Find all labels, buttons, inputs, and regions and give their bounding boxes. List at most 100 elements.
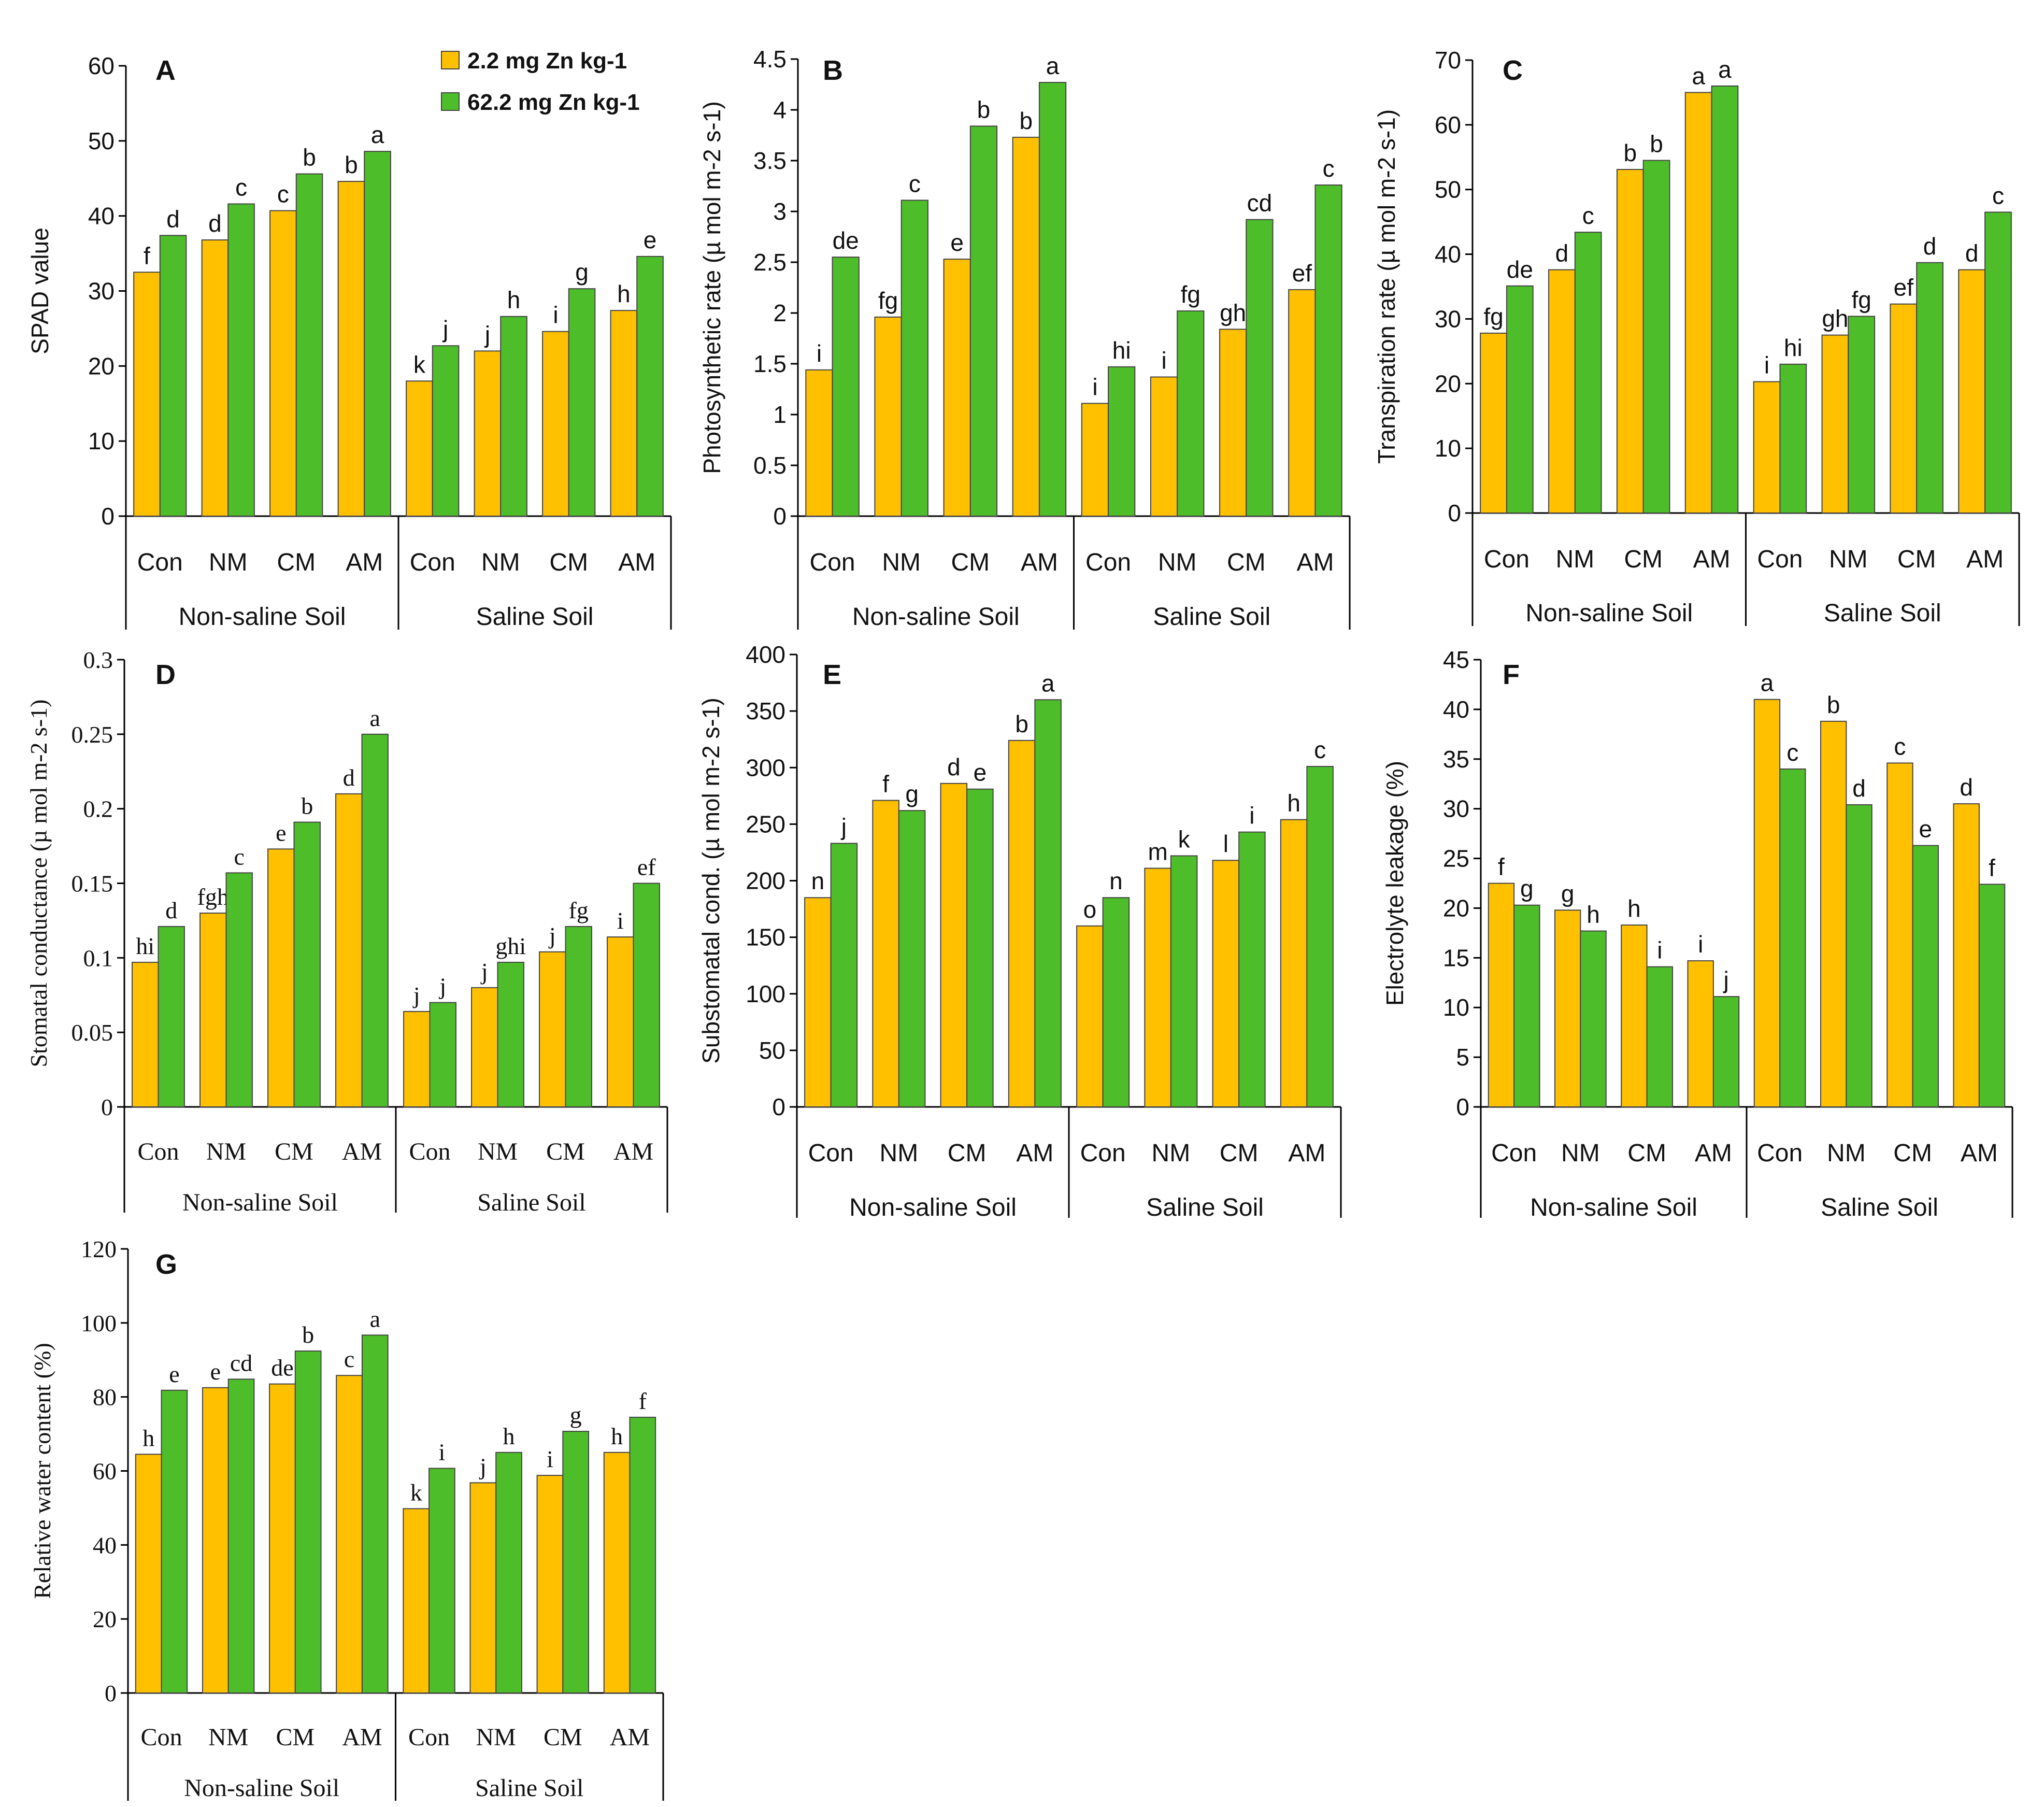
- panel-g-y-tick-label: 80: [93, 1384, 117, 1411]
- panel-a-category-label: NM: [209, 549, 248, 576]
- panel-e-sig-letter: d: [947, 753, 961, 780]
- panel-b-bar-low-zn: [1150, 376, 1178, 517]
- panel-f-category-label: AM: [1961, 1140, 1998, 1167]
- panel-g-y-tick-label: 100: [81, 1310, 117, 1336]
- panel-b-y-tick-label: 4.5: [753, 46, 787, 73]
- panel-d-category-label: NM: [478, 1138, 518, 1165]
- legend-label-high-zn: 62.2 mg Zn kg-1: [467, 90, 640, 115]
- panel-f-bar-high-zn: [1912, 845, 1939, 1107]
- panel-d-bar-low-zn: [132, 961, 159, 1108]
- panel-g-category-label: NM: [208, 1724, 248, 1751]
- panel-c-y-tick-label: 0: [1448, 500, 1461, 527]
- panel-g-sig-letter: c: [344, 1346, 354, 1372]
- panel-e-category-label: AM: [1288, 1140, 1325, 1167]
- panel-a-sig-letter: d: [208, 210, 222, 237]
- panel-c-sig-letter: fg: [1852, 286, 1871, 313]
- panel-b-sig-letter: i: [1161, 347, 1166, 374]
- panel-b-sig-letter: gh: [1220, 299, 1246, 326]
- panel-g-bar-high-zn: [629, 1416, 656, 1694]
- panel-a-group-label: Saline Soil: [476, 603, 594, 631]
- panel-c-bar-high-zn: [1574, 232, 1602, 514]
- panel-b-sig-letter: fg: [1181, 281, 1200, 308]
- panel-f-category-label: CM: [1627, 1140, 1666, 1167]
- panel-e-y-label: Substomatal cond. (µ mol m-2 s-1): [697, 698, 724, 1064]
- panel-b-y-tick-label: 3.5: [753, 147, 787, 174]
- panel-g-y-tick-label: 0: [105, 1680, 117, 1706]
- panel-c-sig-letter: a: [1718, 56, 1732, 83]
- panel-b-bar-low-zn: [1081, 403, 1109, 517]
- panel-b-category-label: Con: [1085, 549, 1131, 576]
- panel-a-bar-high-zn: [295, 173, 323, 517]
- panel-d-bar-high-zn: [633, 883, 660, 1107]
- panel-c-bar-high-zn: [1642, 160, 1670, 514]
- panel-a-sig-letter: j: [484, 321, 490, 348]
- panel-g-bar-low-zn: [469, 1482, 497, 1694]
- panel-f-category-label: CM: [1893, 1140, 1932, 1167]
- panel-f-y-tick-label: 25: [1443, 845, 1469, 872]
- panel-f-sig-letter: f: [1989, 854, 1995, 881]
- panel-f-bar-low-zn: [1687, 960, 1714, 1107]
- panel-c-y-tick-label: 60: [1435, 111, 1461, 138]
- panel-c-group-label: Saline Soil: [1824, 600, 1941, 627]
- panel-d-sig-letter: fgh: [197, 884, 229, 910]
- panel-b-bar-high-zn: [1108, 366, 1136, 517]
- panel-d-sig-letter: d: [165, 897, 177, 923]
- panel-f-sig-letter: h: [1586, 901, 1600, 928]
- panel-e-bar-high-zn: [1034, 699, 1062, 1108]
- panel-f-category-label: NM: [1827, 1140, 1866, 1167]
- panel-f-sig-letter: g: [1520, 875, 1534, 902]
- panel-e-category-label: CM: [948, 1140, 987, 1167]
- panel-c-y-tick-label: 30: [1435, 305, 1461, 332]
- panel-c-sig-letter: gh: [1822, 305, 1848, 332]
- panel-g-y-tick-label: 60: [93, 1458, 117, 1485]
- panel-e-bar-high-zn: [1238, 831, 1266, 1107]
- panel-b-sig-letter: cd: [1247, 190, 1273, 217]
- panel-g-sig-letter: k: [410, 1479, 422, 1505]
- panel-b-category-label: NM: [1158, 549, 1197, 576]
- panel-a-bar-high-zn: [159, 235, 187, 517]
- panel-b-bar-high-zn: [1038, 82, 1067, 517]
- panel-c-sig-letter: ef: [1894, 274, 1914, 301]
- panel-f-bar-high-zn: [1978, 884, 2006, 1107]
- panel-c-bar-high-zn: [1711, 85, 1739, 514]
- panel-e-y-tick-label: 250: [746, 810, 785, 837]
- panel-e-bar-high-zn: [1170, 855, 1198, 1107]
- panel-e-bar-low-zn: [1144, 867, 1171, 1108]
- panel-c-y-tick-label: 40: [1435, 241, 1461, 268]
- panel-a-bar-low-zn: [337, 181, 365, 517]
- panel-b-sig-letter: de: [833, 227, 859, 254]
- panel-c: C 0 10 20 30 40 50 60 70 Transpiration rate (µ mo…: [1373, 47, 2020, 627]
- panel-f-sig-letter: a: [1761, 670, 1774, 696]
- panel-a-bar-high-zn: [636, 255, 664, 517]
- panel-b-bar-low-zn: [874, 316, 902, 517]
- panel-e-letter: E: [823, 659, 841, 690]
- panel-g-sig-letter: j: [479, 1453, 487, 1479]
- panel-g-category-label: AM: [610, 1724, 650, 1751]
- panel-b-bar-high-zn: [1246, 219, 1274, 517]
- panel-f-y-tick-label: 30: [1443, 795, 1469, 822]
- panel-e-bar-high-zn: [830, 843, 858, 1108]
- panel-a-category-label: AM: [346, 549, 383, 576]
- panel-d-group-label: Non-saline Soil: [182, 1189, 338, 1216]
- panel-c-category-label: CM: [1624, 546, 1663, 573]
- panel-g-sig-letter: i: [439, 1439, 446, 1465]
- panel-a-category-label: Con: [410, 549, 455, 576]
- panel-a-bar-low-zn: [201, 239, 229, 517]
- panel-b-category-label: AM: [1021, 549, 1058, 576]
- panel-d-bar-low-zn: [539, 951, 566, 1107]
- panel-e-sig-letter: k: [1178, 826, 1191, 852]
- panel-d-sig-letter: hi: [136, 933, 154, 959]
- panel-g-category-label: CM: [544, 1724, 582, 1751]
- panel-d-bar-low-zn: [607, 936, 634, 1108]
- panel-g-bar-high-zn: [495, 1452, 522, 1694]
- panel-d-sig-letter: b: [301, 793, 313, 819]
- panel-b-sig-letter: b: [977, 96, 991, 123]
- panel-g-bar-low-zn: [269, 1383, 296, 1694]
- panel-g-category-label: Con: [141, 1724, 182, 1751]
- panel-b-group-label: Non-saline Soil: [852, 603, 1020, 631]
- panel-f-sig-letter: f: [1498, 853, 1505, 880]
- legend: 2.2 mg Zn kg-1 62.2 mg Zn kg-1: [441, 48, 640, 115]
- panel-e-group-label: Non-saline Soil: [849, 1194, 1017, 1221]
- panel-f-bar-high-zn: [1712, 996, 1740, 1108]
- panel-g: G 0 20 40 60 80 100 120 Relative water content (…: [29, 1236, 664, 1802]
